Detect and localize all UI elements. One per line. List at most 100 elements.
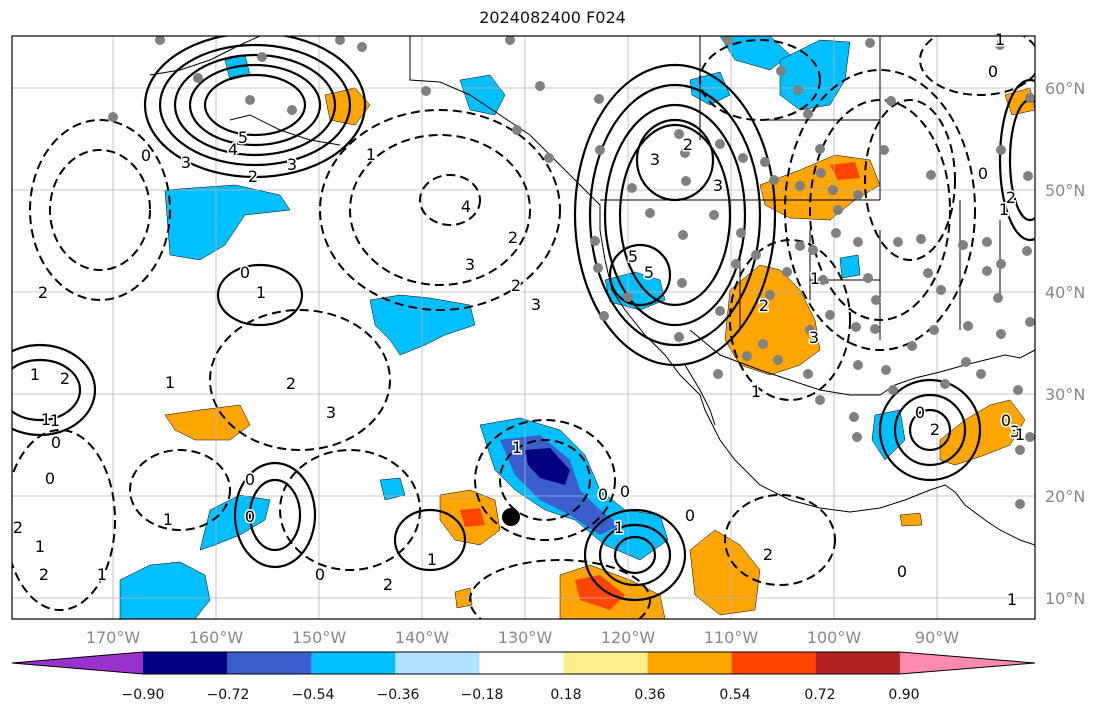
map-title: 2024082400 F024	[479, 8, 626, 27]
colorbar-tick-label: −0.90	[122, 687, 165, 703]
colorbar-extend-min	[12, 652, 143, 674]
contour-label: 2	[508, 228, 518, 247]
contour-label: 0	[685, 506, 695, 525]
lat-label: 30°N	[1045, 385, 1085, 404]
contour-label: 2	[383, 575, 393, 594]
contour-label: 3	[1010, 422, 1020, 441]
contour-label: 1	[810, 269, 820, 288]
contour-label: 2	[759, 296, 769, 315]
contour-label: 0	[598, 485, 608, 504]
colorbar-segment	[563, 652, 649, 674]
contour-label: 5	[628, 247, 638, 266]
contour-label: 0	[988, 62, 998, 81]
lat-label: 10°N	[1045, 589, 1085, 608]
contour-label: 2	[930, 420, 940, 439]
contour-label: 3	[809, 328, 819, 347]
contour-label: 2	[248, 167, 258, 186]
colorbar-segment	[647, 652, 733, 674]
colorbar-tick-label: 0.54	[719, 687, 750, 703]
colorbar-segment	[395, 652, 480, 674]
colorbar-segment	[227, 652, 312, 674]
contour-label: 3	[181, 153, 191, 172]
contour-label: 0	[915, 403, 925, 422]
contours-dashed	[12, 36, 1035, 619]
colorbar-tick-label: −0.54	[292, 687, 335, 703]
contour-label: 1	[999, 200, 1009, 219]
contour-label: 1	[1015, 425, 1025, 444]
contour-label: 3	[713, 176, 723, 195]
contour-label: 1	[427, 550, 437, 569]
contour-label: 3	[326, 403, 336, 422]
colorbar	[11, 651, 1036, 675]
contour-label: 2	[39, 565, 49, 584]
contour-label: 5	[644, 263, 654, 282]
contour-label: 0	[978, 164, 988, 183]
lat-label: 40°N	[1045, 283, 1085, 302]
contour-label: 1	[512, 438, 522, 457]
colorbar-tick-label: −0.72	[207, 687, 250, 703]
colorbar-segment	[815, 652, 901, 674]
contour-label: 1	[751, 382, 761, 401]
colorbar-segment	[143, 652, 228, 674]
contour-label: 0	[620, 482, 630, 501]
lat-label: 50°N	[1045, 181, 1085, 200]
contour-label: 3	[650, 150, 660, 169]
contour-label: 0	[240, 263, 250, 282]
contour-label: 0	[897, 562, 907, 581]
contour-label: 0	[141, 146, 151, 165]
contour-label: 1	[30, 365, 40, 384]
latitude-labels: 60°N 50°N 40°N 30°N 20°N 10°N	[1045, 79, 1085, 608]
colorbar-segment	[731, 652, 817, 674]
colorbar-segment	[479, 652, 564, 674]
shading-negative	[119, 36, 906, 619]
contour-label: 1	[366, 145, 376, 164]
colorbar-tick-label: 0.18	[550, 687, 581, 703]
colorbar-tick-label: 0.36	[634, 687, 665, 703]
lat-label: 60°N	[1045, 79, 1085, 98]
contour-label: 2	[60, 369, 70, 388]
contour-label: 1	[50, 411, 60, 430]
colorbar-tick-label: −0.18	[461, 687, 504, 703]
contour-label: 1	[97, 565, 107, 584]
lon-label: 160°W	[189, 628, 244, 647]
lat-label: 20°N	[1045, 487, 1085, 506]
contour-label: 1	[41, 410, 51, 429]
contour-label: 3	[465, 255, 475, 274]
contour-label: 1	[165, 373, 175, 392]
contours-solid	[12, 36, 1035, 602]
lon-label: 130°W	[498, 628, 553, 647]
graticule	[12, 36, 1035, 619]
contour-label: 4	[228, 140, 238, 159]
map-background	[12, 36, 1035, 619]
contour-label: 0	[245, 507, 255, 526]
contour-label: 2	[286, 374, 296, 393]
contour-label: 0	[245, 470, 255, 489]
lon-label: 120°W	[601, 628, 656, 647]
contour-label: 2	[683, 135, 693, 154]
contour-label: 4	[461, 197, 471, 216]
lon-label: 110°W	[704, 628, 759, 647]
contour-label: 1	[163, 510, 173, 529]
colorbar-segment	[311, 652, 396, 674]
colorbar-tick-labels: −0.90 −0.72 −0.54 −0.36 −0.18 0.18 0.36 …	[122, 687, 920, 703]
coastlines	[149, 36, 1035, 546]
lon-label: 170°W	[86, 628, 141, 647]
longitude-labels: 170°W 160°W 150°W 140°W 130°W 120°W 110°…	[86, 628, 959, 647]
map-frame	[11, 35, 1036, 620]
lon-label: 150°W	[292, 628, 347, 647]
contour-label: 2	[511, 276, 521, 295]
contour-label: 1	[35, 537, 45, 556]
contour-label: 2	[1006, 188, 1016, 207]
colorbar-extend-max	[899, 652, 1035, 674]
lon-label: 140°W	[395, 628, 450, 647]
contour-label: 1	[1007, 590, 1017, 609]
colorbar-tick-label: −0.36	[377, 687, 420, 703]
contour-label: 2	[13, 518, 23, 537]
contour-label: 3	[287, 155, 297, 174]
colorbar-tick-label: 0.72	[804, 687, 835, 703]
contour-label: 0	[315, 565, 325, 584]
contour-label: 5	[238, 128, 248, 147]
lon-label: 100°W	[807, 628, 862, 647]
